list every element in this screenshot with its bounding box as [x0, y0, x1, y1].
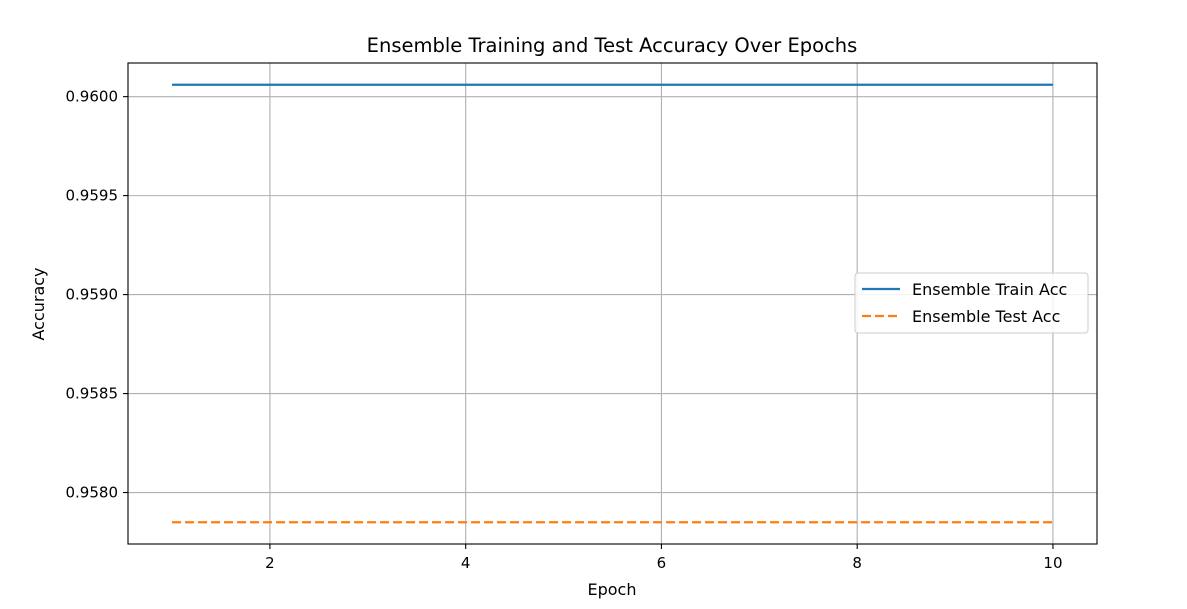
x-tick-label: 8: [852, 554, 862, 572]
y-axis-label: Accuracy: [29, 267, 48, 340]
x-tick-label: 10: [1043, 554, 1062, 572]
y-tick-label: 0.9590: [66, 286, 119, 304]
y-tick-label: 0.9595: [66, 187, 119, 205]
y-tick-label: 0.9600: [66, 88, 119, 106]
axis-ticks: 2 4 6 8 10 0.9580 0.9585 0.9590 0.9595 0.9600: [66, 88, 1063, 572]
legend-label-1: Ensemble Train Acc: [912, 280, 1067, 299]
y-tick-label: 0.9585: [66, 385, 119, 403]
x-axis-label: Epoch: [588, 580, 637, 599]
chart-title: Ensemble Training and Test Accuracy Over…: [367, 34, 858, 57]
series-lines: [172, 83, 1053, 524]
y-tick-label: 0.9580: [66, 484, 119, 502]
legend-box: [854, 272, 1089, 334]
legend-label-2: Ensemble Test Acc: [912, 307, 1060, 326]
legend: Ensemble Train Acc Ensemble Test Acc: [854, 272, 1089, 334]
x-tick-label: 6: [657, 554, 667, 572]
plot-frame: [127, 62, 1098, 545]
x-tick-label: 4: [461, 554, 471, 572]
x-tick-label: 2: [265, 554, 275, 572]
